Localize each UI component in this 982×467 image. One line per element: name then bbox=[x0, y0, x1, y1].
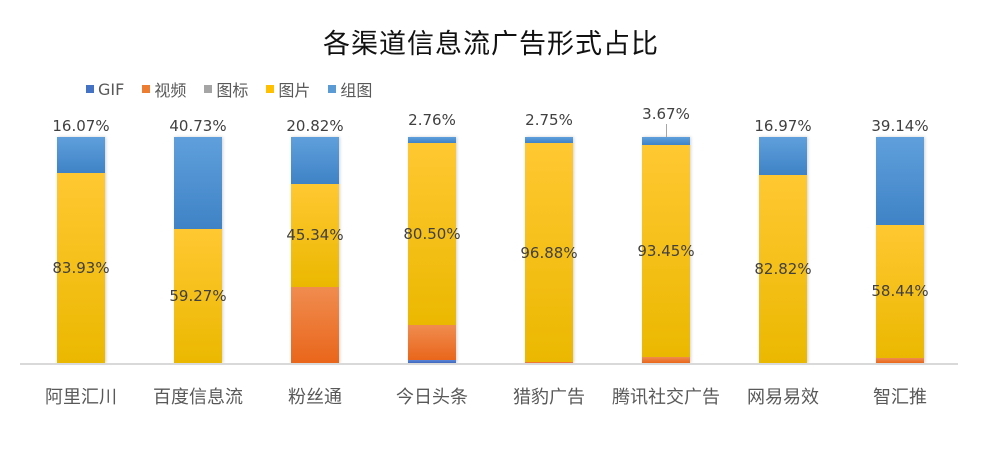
legend-label: 图标 bbox=[216, 81, 249, 100]
data-label-group-image: 39.14% bbox=[871, 117, 929, 135]
data-label-group-image: 2.75% bbox=[525, 111, 573, 129]
chart-title: 各渠道信息流广告形式占比 bbox=[323, 29, 659, 60]
video-segment[interactable] bbox=[876, 357, 924, 363]
image-segment[interactable] bbox=[876, 225, 924, 358]
image-segment[interactable] bbox=[759, 175, 807, 363]
bar-2[interactable] bbox=[291, 137, 339, 363]
video-segment[interactable] bbox=[525, 362, 573, 363]
group-image-segment[interactable] bbox=[174, 137, 222, 230]
legend-label: 视频 bbox=[154, 81, 187, 100]
image-segment[interactable] bbox=[408, 143, 456, 326]
bar-1[interactable] bbox=[174, 137, 222, 363]
bar-4[interactable] bbox=[525, 137, 573, 363]
gif-segment[interactable] bbox=[408, 360, 456, 363]
data-label-image: 93.45% bbox=[637, 241, 695, 260]
video-segment[interactable] bbox=[291, 286, 339, 363]
legend-swatch-icon bbox=[266, 85, 275, 93]
legend-label: 组图 bbox=[340, 81, 373, 100]
data-label-image: 80.50% bbox=[403, 225, 461, 244]
category-label: 网易易效 bbox=[747, 387, 819, 408]
legend-item-video[interactable]: 视频 bbox=[142, 77, 186, 101]
category-label: 腾讯社交广告 bbox=[612, 387, 720, 408]
image-segment[interactable] bbox=[642, 145, 690, 357]
legend-item-icon[interactable]: 图标 bbox=[204, 77, 248, 101]
data-label-group-image: 16.97% bbox=[754, 117, 812, 135]
data-label-image: 82.82% bbox=[754, 259, 812, 278]
group-image-segment[interactable] bbox=[525, 137, 573, 144]
bar-6[interactable] bbox=[759, 137, 807, 363]
category-label: 粉丝通 bbox=[288, 387, 342, 408]
image-segment[interactable] bbox=[525, 143, 573, 363]
legend-swatch-icon bbox=[142, 85, 151, 93]
group-image-segment[interactable] bbox=[876, 137, 924, 226]
leader-line bbox=[666, 124, 667, 137]
group-image-segment[interactable] bbox=[57, 137, 105, 174]
image-segment[interactable] bbox=[174, 229, 222, 363]
legend-swatch-icon bbox=[328, 85, 337, 93]
data-label-group-image: 2.76% bbox=[408, 111, 456, 129]
video-segment[interactable] bbox=[408, 325, 456, 361]
x-axis-line bbox=[20, 363, 958, 365]
legend-item-image[interactable]: 图片 bbox=[266, 77, 310, 101]
data-label-group-image: 3.67% bbox=[642, 105, 690, 123]
bar-3[interactable] bbox=[408, 137, 456, 363]
data-label-image: 59.27% bbox=[169, 287, 227, 306]
data-label-group-image: 40.73% bbox=[169, 117, 227, 135]
group-image-segment[interactable] bbox=[408, 137, 456, 144]
data-label-image: 58.44% bbox=[871, 282, 929, 301]
category-label: 百度信息流 bbox=[153, 387, 243, 408]
legend: GIF 视频 图标 图片 组图 bbox=[86, 77, 372, 101]
bar-7[interactable] bbox=[876, 137, 924, 363]
legend-swatch-icon bbox=[204, 85, 213, 93]
bar-5[interactable] bbox=[642, 137, 690, 363]
category-label: 阿里汇川 bbox=[45, 387, 117, 408]
category-label: 智汇推 bbox=[873, 387, 927, 408]
legend-label: GIF bbox=[98, 79, 125, 99]
data-label-image: 45.34% bbox=[286, 226, 344, 245]
category-label: 猎豹广告 bbox=[513, 387, 585, 408]
bar-0[interactable] bbox=[57, 137, 105, 363]
data-label-group-image: 20.82% bbox=[286, 117, 344, 135]
video-segment[interactable] bbox=[642, 356, 690, 363]
legend-item-gif[interactable]: GIF bbox=[86, 80, 124, 99]
data-label-image: 96.88% bbox=[520, 243, 578, 262]
legend-item-group-image[interactable]: 组图 bbox=[328, 77, 372, 101]
image-segment[interactable] bbox=[291, 184, 339, 287]
group-image-segment[interactable] bbox=[291, 137, 339, 185]
legend-swatch-icon bbox=[86, 85, 94, 93]
group-image-segment[interactable] bbox=[759, 137, 807, 176]
data-label-image: 83.93% bbox=[52, 259, 110, 278]
data-label-group-image: 16.07% bbox=[52, 117, 110, 135]
category-label: 今日头条 bbox=[396, 387, 468, 408]
legend-label: 图片 bbox=[278, 81, 311, 100]
group-image-segment[interactable] bbox=[642, 137, 690, 146]
image-segment[interactable] bbox=[57, 173, 105, 363]
